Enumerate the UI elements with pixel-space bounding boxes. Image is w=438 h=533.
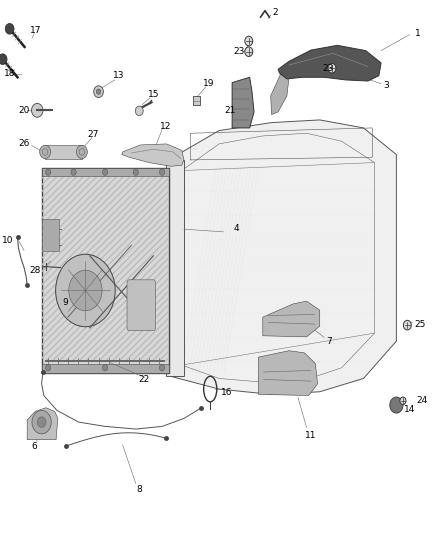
Circle shape: [96, 89, 101, 94]
Circle shape: [39, 145, 50, 159]
Polygon shape: [42, 168, 169, 373]
Polygon shape: [42, 219, 59, 251]
Circle shape: [77, 145, 87, 159]
Circle shape: [102, 365, 108, 371]
Text: 3: 3: [383, 81, 389, 90]
FancyBboxPatch shape: [127, 280, 155, 330]
Polygon shape: [258, 351, 318, 395]
Text: 27: 27: [88, 130, 99, 139]
Text: 25: 25: [415, 320, 426, 328]
Circle shape: [135, 106, 143, 116]
Circle shape: [37, 417, 46, 427]
Circle shape: [328, 63, 336, 73]
Circle shape: [0, 54, 7, 64]
Circle shape: [245, 36, 253, 46]
Text: 13: 13: [113, 71, 125, 80]
Circle shape: [403, 320, 411, 330]
Text: 20: 20: [18, 106, 30, 115]
Text: 16: 16: [221, 388, 233, 397]
Circle shape: [5, 23, 14, 34]
Text: 4: 4: [234, 224, 239, 232]
Polygon shape: [278, 45, 381, 81]
Text: 23: 23: [322, 64, 333, 72]
Circle shape: [56, 254, 115, 327]
Circle shape: [400, 397, 406, 405]
Text: 1: 1: [414, 29, 420, 37]
Polygon shape: [166, 160, 184, 376]
Polygon shape: [232, 77, 254, 128]
Polygon shape: [122, 144, 184, 166]
Text: 2: 2: [272, 8, 278, 17]
Text: 19: 19: [203, 79, 214, 88]
Text: 15: 15: [148, 90, 159, 99]
Circle shape: [102, 169, 108, 175]
Circle shape: [390, 397, 403, 413]
Text: 24: 24: [416, 397, 427, 405]
Text: 8: 8: [136, 485, 142, 494]
Text: 12: 12: [160, 123, 171, 131]
Text: 26: 26: [18, 140, 30, 148]
Text: 9: 9: [62, 298, 68, 307]
Circle shape: [159, 365, 165, 371]
Circle shape: [32, 103, 43, 117]
Polygon shape: [271, 67, 289, 115]
Circle shape: [32, 410, 51, 434]
Text: 7: 7: [326, 337, 332, 345]
Polygon shape: [263, 301, 320, 337]
Text: 23: 23: [233, 47, 244, 56]
Text: 17: 17: [30, 27, 42, 35]
Text: 22: 22: [138, 375, 149, 384]
Circle shape: [46, 365, 51, 371]
Polygon shape: [169, 120, 396, 394]
Polygon shape: [42, 168, 169, 176]
Polygon shape: [27, 408, 58, 440]
Circle shape: [159, 169, 165, 175]
Text: 18: 18: [4, 69, 15, 78]
Circle shape: [133, 169, 138, 175]
Text: 10: 10: [2, 237, 14, 245]
Circle shape: [69, 270, 102, 311]
Bar: [45, 145, 82, 159]
Text: 6: 6: [31, 442, 37, 451]
Circle shape: [94, 86, 103, 98]
Circle shape: [245, 47, 253, 56]
Text: 21: 21: [224, 107, 236, 115]
Text: 11: 11: [305, 432, 317, 440]
Polygon shape: [42, 364, 169, 373]
Text: 14: 14: [404, 405, 415, 414]
Bar: [193, 96, 200, 105]
Circle shape: [71, 169, 76, 175]
Text: 28: 28: [29, 266, 41, 275]
Circle shape: [46, 169, 51, 175]
